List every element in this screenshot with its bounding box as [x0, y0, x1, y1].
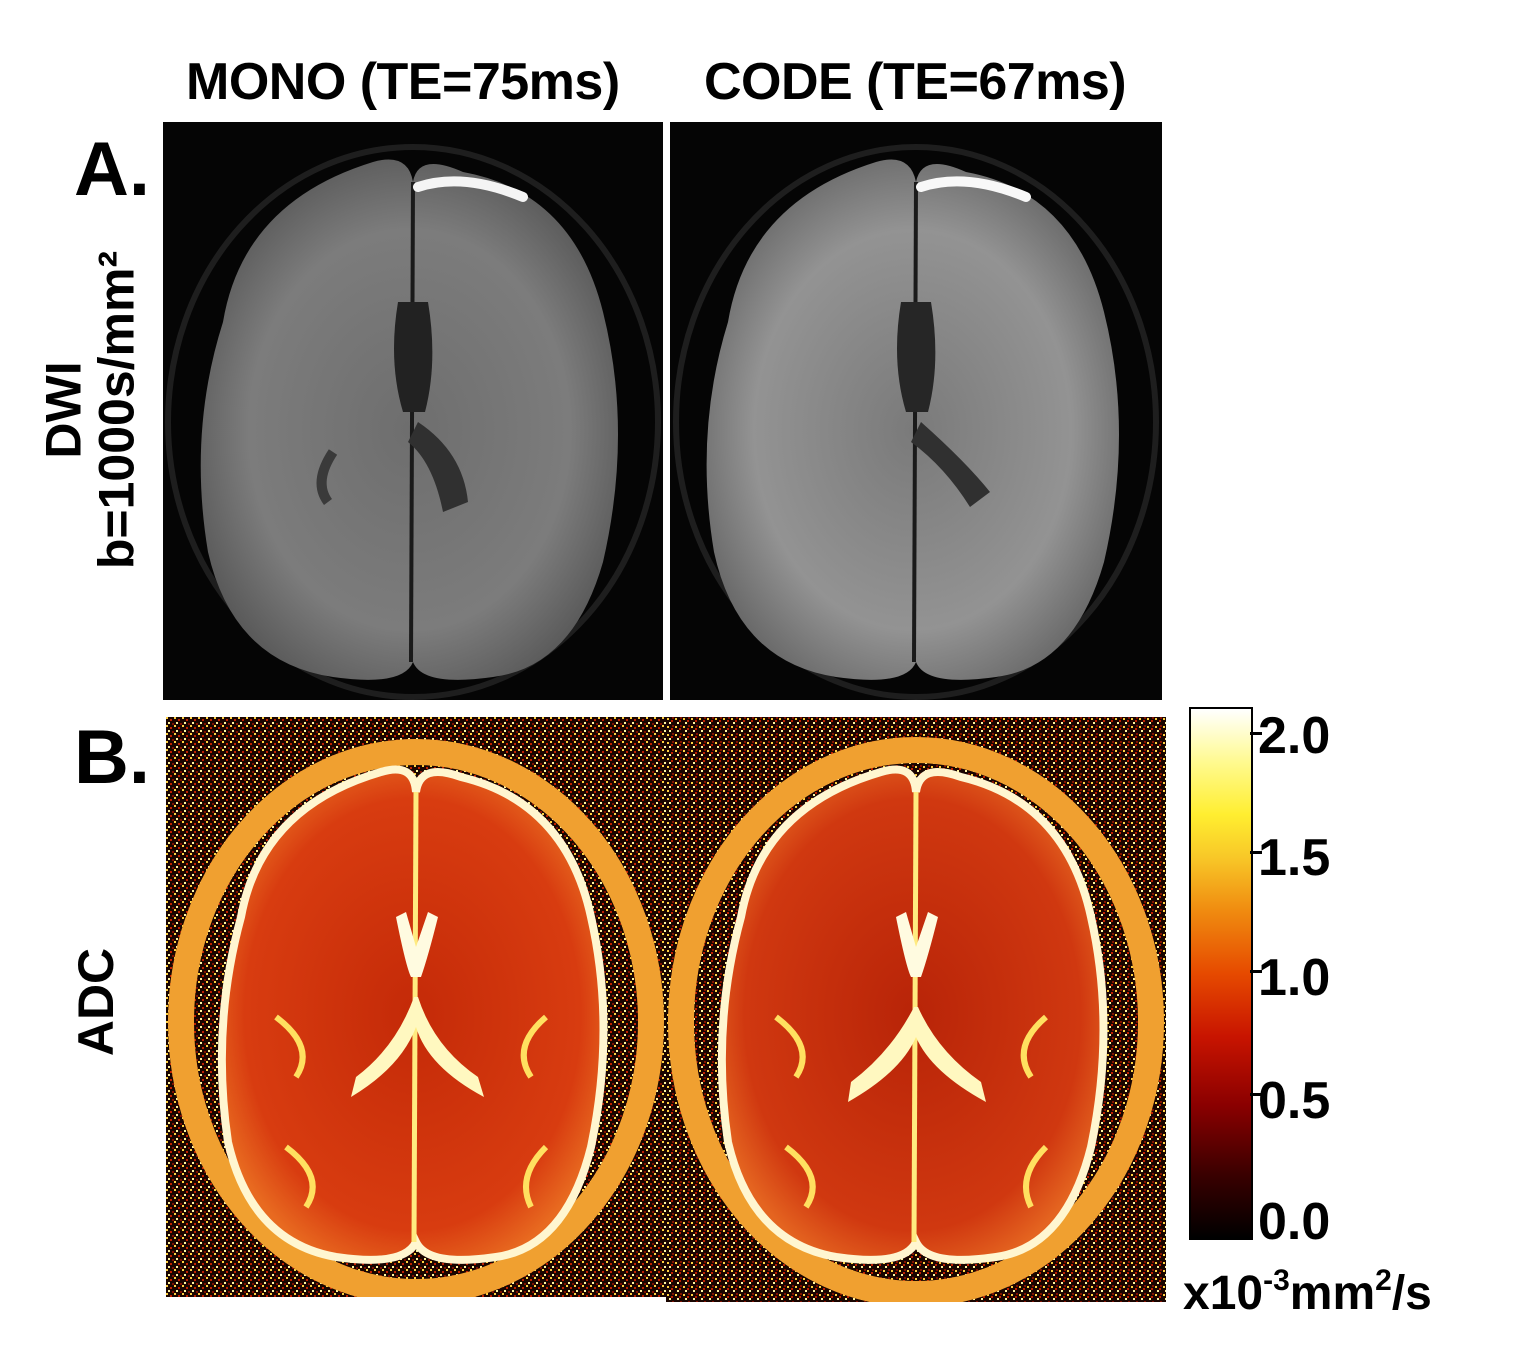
dwi-code-image [670, 122, 1162, 700]
adc-mono-image [166, 717, 666, 1297]
unit-suffix: /s [1391, 1267, 1432, 1320]
column-title-code: CODE (TE=67ms) [704, 53, 1127, 111]
colorbar-label-0-0: 0.0 [1258, 1193, 1331, 1251]
adc-colorbar [1189, 707, 1253, 1240]
row-label-adc: ADC [67, 947, 124, 1057]
panel-letter-b: B. [74, 715, 150, 800]
row-label-dwi-line1: DWI [35, 361, 92, 459]
column-title-mono: MONO (TE=75ms) [186, 53, 620, 111]
colorbar-unit: x10-3mm2/s [1183, 1264, 1432, 1321]
colorbar-label-1-5: 1.5 [1258, 829, 1331, 887]
adc-code-image [666, 717, 1166, 1302]
unit-exponent-2: 2 [1375, 1264, 1392, 1297]
unit-prefix: x10 [1183, 1267, 1264, 1320]
colorbar-tick-1-5 [1250, 851, 1262, 854]
row-label-dwi: DWI b=1000s/mm² [35, 250, 145, 570]
colorbar-tick-1-0 [1250, 970, 1262, 973]
colorbar-label-1-0: 1.0 [1258, 949, 1331, 1007]
colorbar-tick-2-0 [1250, 732, 1262, 735]
unit-mid: mm [1289, 1267, 1376, 1320]
row-label-dwi-line2: b=1000s/mm² [88, 250, 144, 570]
colorbar-tick-0-5 [1250, 1093, 1262, 1096]
dwi-mono-image [163, 122, 663, 700]
panel-letter-a: A. [74, 127, 150, 212]
unit-exponent: -3 [1263, 1264, 1290, 1297]
colorbar-label-2-0: 2.0 [1258, 707, 1331, 765]
colorbar-label-0-5: 0.5 [1258, 1072, 1331, 1130]
